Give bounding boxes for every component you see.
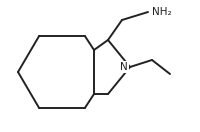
Text: NH₂: NH₂ <box>152 7 172 17</box>
Text: N: N <box>120 62 128 72</box>
